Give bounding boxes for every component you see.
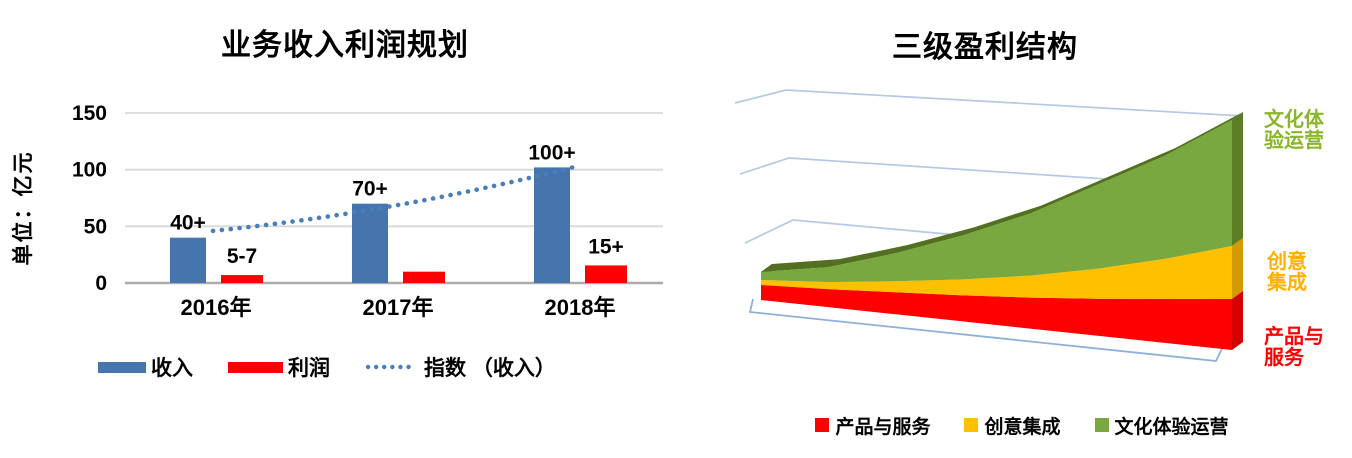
revenue-label-2: 100+ [528,141,575,164]
legend2-label-0: 产品与服务 [835,416,931,438]
revenue-profit-plot: 0 50 100 150 40+ 5-7 2016年 70+ 2017年 100+ 15+ 2018年 [72,102,663,320]
legend2-swatch-2 [1094,418,1109,432]
area-products-services [761,285,1232,350]
profit-label-2: 15+ [588,235,624,258]
legend2-label-2: 文化体验运营 [1114,416,1229,438]
revenue-bar-2 [534,167,570,283]
wall-gridline [739,157,1244,189]
trendline-dotted [210,164,580,234]
revenue-bar-1 [352,203,388,283]
wall-gridline [734,89,1244,117]
revenue-bar-0 [170,237,206,283]
legend-swatch-2 [365,364,419,370]
profit-label-0: 5-7 [227,245,257,268]
legend2-item-2: 文化体验运营 [1094,412,1229,439]
y-axis-tick: 0 [95,272,107,295]
x-category-label-1: 2017年 [363,295,434,320]
side-label-1: 创意 集成 [1267,251,1307,294]
y-axis-tick: 150 [72,102,107,125]
area-creative-integration [761,246,1232,299]
left-chart-title: 业务收入利润规划 [221,29,469,62]
legend-item-0: 收入 [98,352,193,382]
legend2-item-0: 产品与服务 [815,412,930,439]
legend-label-2: 指数 （收入） [424,357,556,380]
legend2-item-1: 创意集成 [964,412,1061,439]
right-chart-title: 三级盈利结构 [892,31,1078,64]
legend2-swatch-1 [964,418,979,432]
side-face-green [1232,112,1243,246]
profit-bar-0 [221,275,263,283]
area-culture-experience [761,120,1232,283]
right-chart-legend: 产品与服务 创意集成 文化体验运营 [742,410,1302,440]
legend-label-0: 收入 [151,357,193,380]
side-face-orange [1232,238,1243,299]
legend-item-2: 指数 （收入） [365,352,556,382]
revenue-label-0: 40+ [170,212,206,235]
y-axis-tick: 50 [84,215,107,238]
legend-label-1: 利润 [288,357,330,380]
legend2-swatch-0 [815,418,830,432]
legend-item-1: 利润 [228,352,330,382]
x-category-label-0: 2016年 [181,295,252,320]
y-axis-tick: 100 [72,159,107,182]
left-chart-legend: 收入 利润 指数 （收入） [98,350,556,384]
legend2-label-1: 创意集成 [984,416,1061,438]
side-label-0: 文化体 验运营 [1264,109,1324,152]
side-label-2: 产品与 服务 [1264,326,1324,369]
x-category-label-2: 2018年 [545,295,616,320]
side-face-red [1232,291,1243,350]
profit-bar-1 [403,271,445,283]
revenue-label-1: 70+ [352,178,388,201]
profit-structure-plot [734,89,1244,362]
legend-swatch-0 [98,361,146,373]
legend-swatch-1 [228,361,283,373]
profit-bar-2 [585,265,627,283]
